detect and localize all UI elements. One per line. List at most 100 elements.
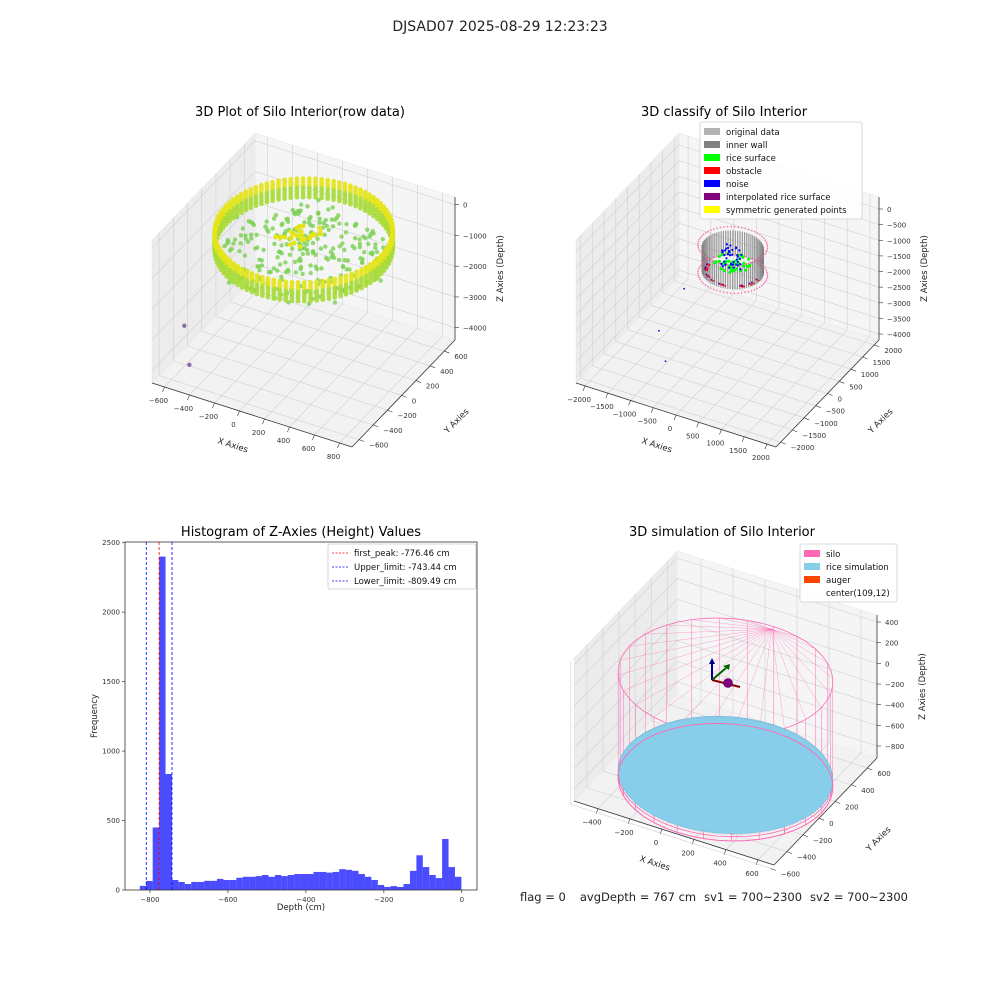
data-point <box>764 239 767 241</box>
data-point <box>290 230 296 236</box>
auger-marker <box>723 678 733 688</box>
z-gridline <box>573 599 678 707</box>
data-point <box>698 266 700 269</box>
data-point <box>710 257 712 260</box>
y-tick-mark <box>444 350 450 354</box>
silo-roof-wire <box>771 628 833 679</box>
interpolated-point <box>750 281 753 284</box>
histogram-bar <box>249 876 256 890</box>
data-point <box>238 210 244 215</box>
sv1-text: sv1 = 700~2300 <box>704 890 802 904</box>
data-point <box>758 286 761 288</box>
data-point <box>357 244 363 250</box>
z-gridline <box>254 140 456 205</box>
x-tick-mark <box>691 839 695 845</box>
y-tick-mark <box>373 424 379 428</box>
plot-title: 3D Plot of Silo Interior(row data) <box>195 105 405 120</box>
data-point <box>363 235 368 241</box>
histogram-bar <box>171 879 179 890</box>
obstacle-point <box>708 276 711 279</box>
sv2-text: sv2 = 700~2300 <box>810 890 908 904</box>
data-point <box>330 224 336 229</box>
noise-point <box>729 262 733 265</box>
histogram-bar <box>422 867 430 890</box>
outlier-point <box>187 362 192 368</box>
data-point <box>271 295 277 301</box>
y-tick-mark <box>839 381 845 384</box>
data-point <box>357 241 363 247</box>
x-gridline <box>214 295 318 404</box>
y-tick-label: 0 <box>838 396 842 404</box>
y-gridline <box>244 286 445 352</box>
data-point <box>761 263 763 266</box>
y-tick-mark <box>802 834 809 838</box>
z-tick-label: −2000 <box>463 263 487 271</box>
z-gridline <box>575 254 680 362</box>
noise-point <box>664 360 667 363</box>
x-tick-mark <box>187 394 190 401</box>
data-point <box>765 251 768 253</box>
data-point <box>320 297 326 303</box>
data-point <box>697 242 699 245</box>
x-tick-label: 0 <box>654 839 658 847</box>
data-point <box>300 251 306 257</box>
data-point <box>349 290 354 295</box>
silo-rim <box>617 722 834 842</box>
data-point <box>750 290 753 292</box>
data-point <box>319 195 325 201</box>
data-point <box>227 276 233 282</box>
x-tick-label: 0 <box>668 425 672 433</box>
data-point <box>722 291 725 294</box>
data-point <box>698 248 700 251</box>
data-point <box>248 205 254 211</box>
y-gridline <box>570 804 771 869</box>
data-point <box>353 203 359 209</box>
data-point <box>299 237 305 243</box>
histogram-bar <box>184 884 192 890</box>
data-point <box>712 288 715 291</box>
rice-surface-point <box>717 254 721 258</box>
rice-surface-point <box>722 269 726 273</box>
silo-roof-wire <box>771 628 816 649</box>
data-point <box>762 265 765 268</box>
arrow-head-icon <box>709 658 715 664</box>
data-point <box>374 216 380 222</box>
y-tick-mark <box>835 801 841 804</box>
y-tick-label: 1500 <box>873 359 891 367</box>
histogram-bar <box>300 874 308 890</box>
z-tick-label: −3500 <box>887 315 911 323</box>
data-point <box>730 225 732 228</box>
x-tick-mark <box>719 429 722 435</box>
data-point <box>275 255 280 260</box>
histogram-bar <box>294 874 301 890</box>
x-tick-label: −800 <box>140 896 159 904</box>
x-tick-label: −1000 <box>613 410 637 418</box>
z-axis-label: Z Axies (Depth) <box>496 235 506 302</box>
histogram-bar <box>197 881 205 890</box>
y-gridline <box>592 365 793 431</box>
rice-surface-point <box>744 268 748 272</box>
noise-point <box>735 263 738 266</box>
z-gridline <box>575 238 680 347</box>
data-point <box>737 292 739 294</box>
data-point <box>733 225 736 228</box>
data-point <box>244 287 250 293</box>
legend-label: first_peak: -776.46 cm <box>354 549 450 559</box>
data-point <box>713 228 715 230</box>
legend-swatch <box>704 167 720 174</box>
data-point <box>253 203 259 209</box>
histogram-bar <box>223 879 230 890</box>
y-tick-label: 2000 <box>884 347 902 355</box>
data-point <box>314 297 320 303</box>
plot-title: 3D classify of Silo Interior <box>641 105 808 120</box>
data-point <box>337 221 342 226</box>
y-tick-label: 200 <box>426 383 439 391</box>
data-point <box>705 231 707 234</box>
data-point <box>345 258 351 263</box>
noise-point <box>724 263 727 266</box>
x-tick-label: 800 <box>327 453 340 461</box>
data-point <box>317 231 323 237</box>
data-point <box>716 227 718 229</box>
noise-point <box>731 263 735 266</box>
silo-roof-wire <box>703 628 772 734</box>
